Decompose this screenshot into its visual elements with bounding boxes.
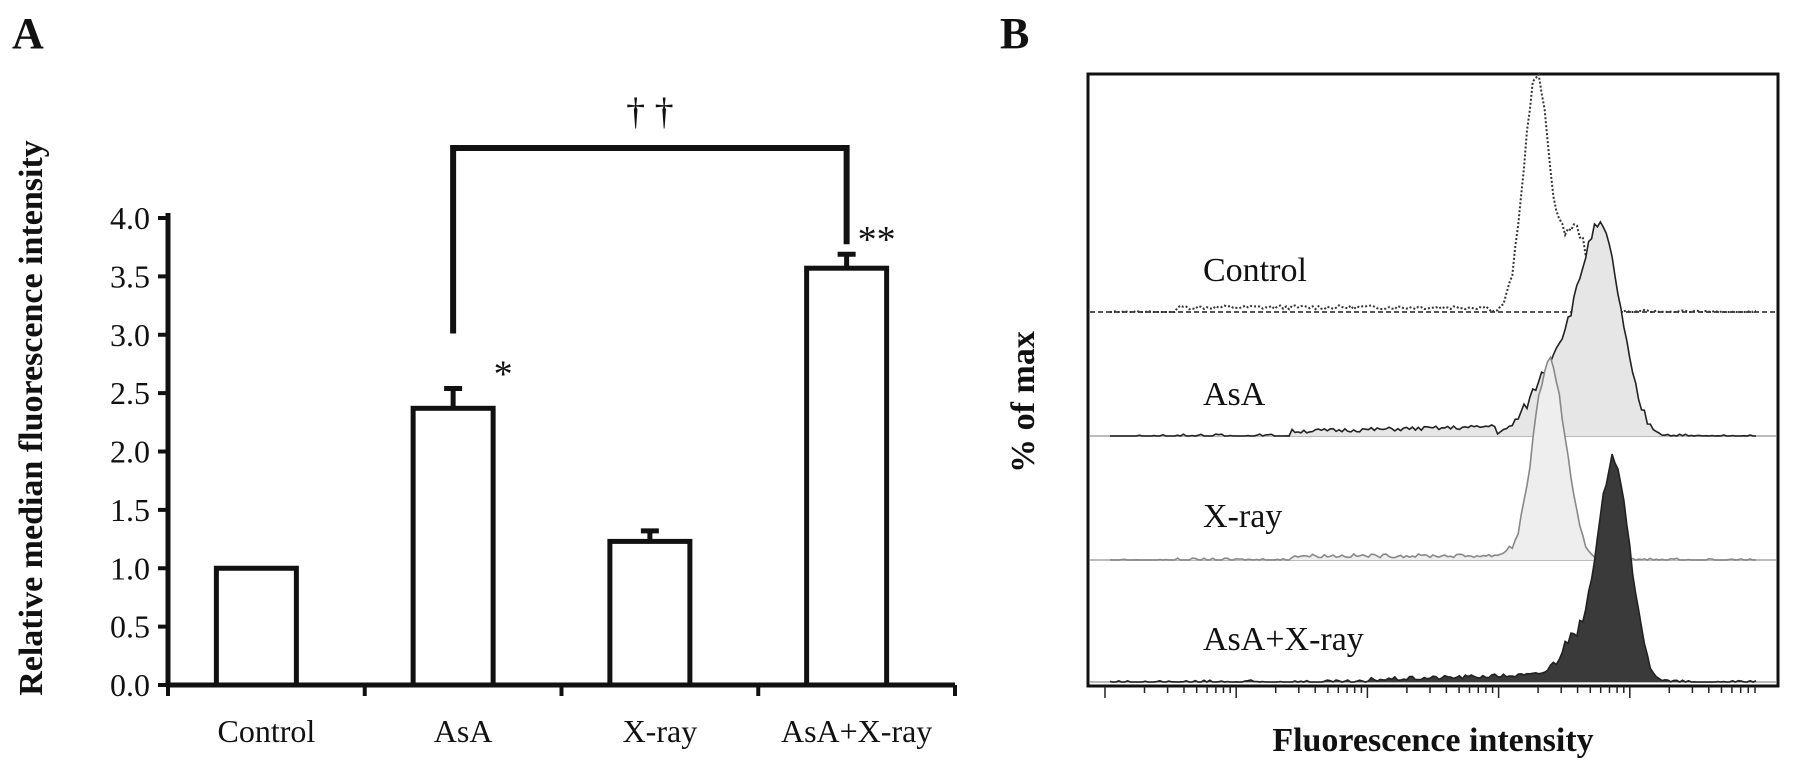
bar-chart: Relative median fluorescence intensity 0… <box>13 91 957 749</box>
y-tick-label: 2.5 <box>110 375 150 411</box>
y-tick-label: 0.5 <box>110 609 150 645</box>
y-tick-label: 4.0 <box>110 200 150 236</box>
histogram-line <box>1110 220 1756 437</box>
y-tick-label: 3.0 <box>110 317 150 353</box>
x-tick-label: Control <box>217 713 315 749</box>
histogram-line <box>1109 355 1756 561</box>
histogram-series: Control AsA X-ray AsA+X-ray <box>1090 72 1776 683</box>
bracket-line <box>450 145 850 334</box>
bar <box>804 265 890 688</box>
histogram-x-label: Fluorescence intensity <box>1272 722 1593 759</box>
histogram-line <box>1109 453 1757 683</box>
series-label: AsA+X-ray <box>1203 621 1364 658</box>
significance-bracket: † † <box>450 91 850 334</box>
histogram-chart: % of max Control AsA X-ray AsA+X-ray Fluore… <box>1005 72 1780 759</box>
x-tick-label: AsA <box>434 713 493 749</box>
log-x-ticks <box>1104 686 1756 698</box>
series-label: Control <box>1203 252 1307 289</box>
bar <box>213 565 299 688</box>
y-tick-label: 1.0 <box>110 550 150 586</box>
histogram-line <box>1110 72 1757 314</box>
significance-mark: * <box>494 353 513 395</box>
y-tick-label: 2.0 <box>110 434 150 470</box>
y-tick-label: 3.5 <box>110 258 150 294</box>
y-tick-label: 1.5 <box>110 492 150 528</box>
histogram-frame <box>1086 72 1780 688</box>
x-tick-label: AsA+X-ray <box>781 713 932 749</box>
y-ticks: 0.0 0.5 1.0 1.5 2.0 2.5 3.0 3.5 4.0 <box>110 200 168 703</box>
y-tick-label: 0.0 <box>110 667 150 703</box>
bracket-label: † † <box>626 91 674 133</box>
x-tick-label: X-ray <box>623 713 698 749</box>
bars: *** <box>213 219 896 688</box>
histogram-fill <box>1110 221 1756 436</box>
histogram-y-label: % of max <box>1005 331 1042 473</box>
y-axis-label: Relative median fluorescence intensity <box>13 140 50 696</box>
histogram-fill <box>1110 454 1756 682</box>
significance-mark: ** <box>858 219 896 261</box>
x-ticks: Control AsA X-ray AsA+X-ray <box>166 685 957 749</box>
bar <box>410 405 496 688</box>
bar <box>607 538 693 688</box>
panel-a-label: A <box>12 9 44 58</box>
panel-b-label: B <box>1000 9 1029 58</box>
series-label: X-ray <box>1203 498 1282 535</box>
series-label: AsA <box>1203 376 1266 413</box>
